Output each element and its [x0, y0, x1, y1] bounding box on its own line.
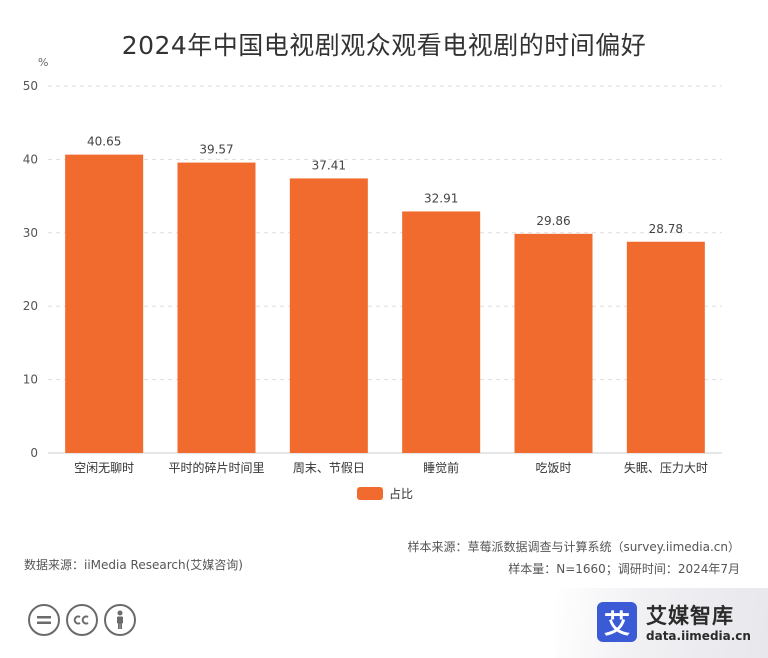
person-icon [104, 604, 136, 636]
brand-logo: 艾 [597, 602, 637, 642]
bar-value-label: 39.57 [199, 143, 233, 157]
bar-value-label: 29.86 [536, 214, 570, 228]
bar-value-label: 28.78 [649, 222, 683, 236]
legend-label: 占比 [389, 486, 413, 501]
cc-icon [66, 604, 98, 636]
brand-url: data.iimedia.cn [646, 629, 751, 643]
y-tick-label: 10 [23, 373, 38, 387]
x-tick-label: 睡觉前 [423, 460, 459, 475]
brand-name: 艾媒智库 [646, 604, 734, 628]
bar-chart: % 0 10 20 30 40 50 40.65 空闲无聊时 39.57 平时的碎片时间里 37.41… [23, 56, 722, 501]
chart-title: 2024年中国电视剧观众观看电视剧的时间偏好 [121, 31, 647, 60]
sample-source-label: 样本来源：草莓派数据调查与计算系统（survey.iimedia.cn） [407, 540, 740, 554]
sample-info-block: 样本来源：草莓派数据调查与计算系统（survey.iimedia.cn） 样本量… [407, 536, 740, 580]
y-tick-label: 0 [30, 446, 38, 460]
y-axis-unit: % [38, 56, 48, 69]
brand-background [555, 588, 768, 658]
bar-value-label: 37.41 [312, 158, 346, 172]
bar [65, 154, 144, 453]
data-source-label: 数据来源：iiMedia Research(艾媒咨询) [24, 558, 243, 572]
bar [626, 241, 705, 453]
equals-icon [28, 604, 60, 636]
x-tick-label: 平时的碎片时间里 [168, 460, 264, 475]
y-tick-label: 40 [23, 152, 38, 166]
y-tick-label: 50 [23, 79, 38, 93]
y-tick-label: 30 [23, 226, 38, 240]
bar-value-label: 32.91 [424, 191, 458, 205]
license-icons [28, 604, 136, 636]
bar-value-label: 40.65 [87, 135, 121, 149]
x-tick-label: 空闲无聊时 [74, 461, 134, 475]
y-tick-label: 20 [23, 299, 38, 313]
bar [177, 162, 256, 453]
legend-swatch [357, 487, 383, 500]
x-tick-label: 周末、节假日 [293, 461, 365, 475]
bar [402, 211, 481, 453]
chart-svg: % 0 10 20 30 40 50 40.65 空闲无聊时 39.57 平时的碎片时间里 37.41… [23, 56, 722, 501]
x-tick-label: 吃饭时 [535, 461, 571, 475]
x-tick-label: 失眠、压力大时 [624, 460, 708, 475]
bar [289, 178, 368, 454]
brand-logo-char: 艾 [603, 609, 630, 640]
sample-size-label: 样本量：N=1660；调研时间：2024年7月 [508, 562, 740, 576]
bar [514, 233, 593, 453]
